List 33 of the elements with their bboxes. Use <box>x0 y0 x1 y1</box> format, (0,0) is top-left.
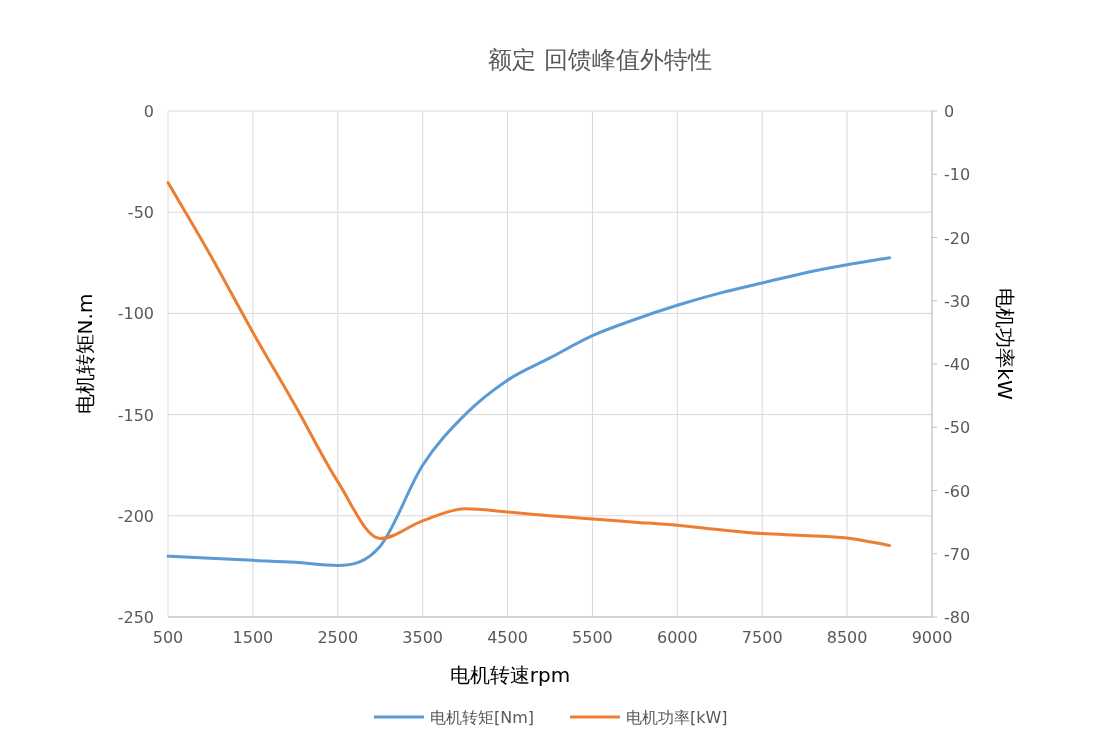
y-tick-label: 0 <box>143 102 154 121</box>
x-tick-label: 4500 <box>487 628 528 647</box>
y2-tick-label: 0 <box>944 102 955 121</box>
y2-tick-label: -40 <box>944 355 971 374</box>
y-tick-label: -100 <box>117 304 154 324</box>
x-tick-label: 500 <box>152 628 184 647</box>
y2-tick-label: -80 <box>944 608 971 627</box>
y2-tick-label: -10 <box>944 165 971 185</box>
y2-tick-label: -20 <box>944 228 971 248</box>
y2-tick-label: -60 <box>944 481 971 501</box>
x-tick-label: 5500 <box>572 628 613 647</box>
y-tick-label: -150 <box>117 405 154 425</box>
y-tick-label: -50 <box>127 203 154 223</box>
x-tick-label: 1500 <box>232 628 274 647</box>
y2-tick-label: -70 <box>944 544 971 564</box>
x-tick-label: 3500 <box>402 628 444 647</box>
y2-tick-label: -50 <box>944 418 971 438</box>
line-series <box>166 256 892 567</box>
legend-label: 电机功率[kW] <box>626 708 728 727</box>
y2-tick-label: -30 <box>944 291 971 311</box>
x-tick-label: 6000 <box>656 628 698 647</box>
line-series <box>166 180 892 548</box>
x-tick-label: 8500 <box>826 628 868 647</box>
chart-title: 额定 回馈峰值外特性 <box>488 46 712 74</box>
y-tick-label: -200 <box>117 506 154 526</box>
y-axis-title: 电机转矩N.m <box>73 293 97 415</box>
y-tick-label: -250 <box>117 608 154 627</box>
x-axis-title: 电机转速rpm <box>449 663 571 687</box>
x-tick-label: 7500 <box>741 628 783 647</box>
y2-axis-title: 电机功率kW <box>993 288 1017 400</box>
x-tick-label: 9000 <box>911 628 953 647</box>
x-tick-label: 2500 <box>317 628 359 647</box>
legend-label: 电机转矩[Nm] <box>430 708 535 727</box>
